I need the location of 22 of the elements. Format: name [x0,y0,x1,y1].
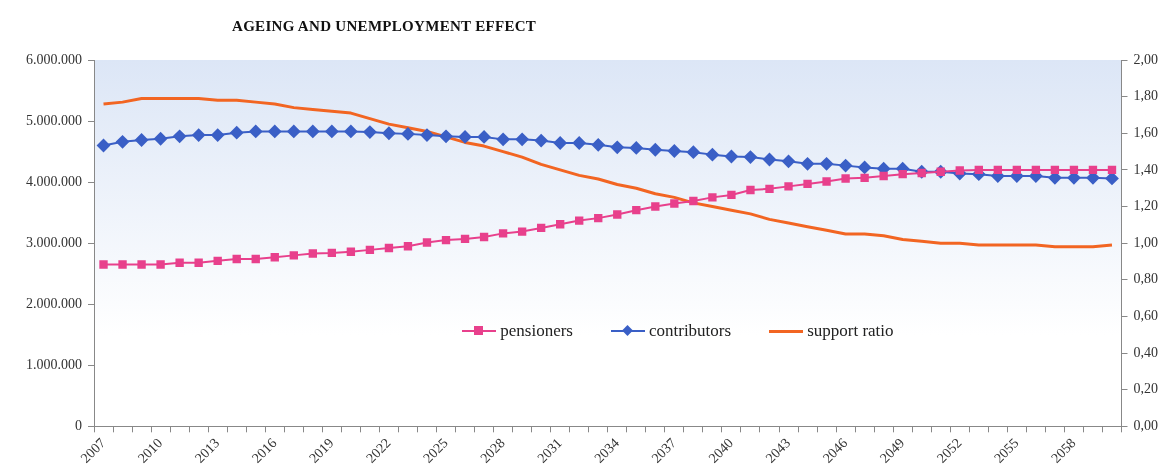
y2-tick-label: 0,60 [1133,308,1158,324]
y-tick-label: 0 [75,417,82,433]
legend-label: contributors [648,321,732,342]
y2-tick-label: 1,60 [1133,124,1158,140]
y-tick-label: 2.000.000 [26,295,82,311]
y2-tick-label: 1,80 [1133,88,1158,104]
y2-tick-label: 1,40 [1133,161,1158,177]
y-tick-label: 4.000.000 [26,173,82,189]
y2-tick-label: 0,00 [1133,417,1158,433]
y2-tick-label: 1,00 [1133,234,1158,250]
y2-tick-label: 0,80 [1133,271,1158,287]
legend-label: pensioners [500,321,573,342]
y2-tick-label: 0,40 [1133,344,1158,360]
y-tick-label: 3.000.000 [26,234,82,250]
y2-tick-label: 0,20 [1133,381,1158,397]
legend-label: support ratio [807,321,894,342]
y-tick-label: 6.000.000 [26,51,82,67]
y2-tick-label: 2,00 [1133,51,1158,67]
y-tick-label: 1.000.000 [26,356,82,372]
y-tick-label: 5.000.000 [26,112,82,128]
y2-tick-label: 1,20 [1133,198,1158,214]
chart-title: AGEING AND UNEMPLOYMENT EFFECT [232,18,537,35]
